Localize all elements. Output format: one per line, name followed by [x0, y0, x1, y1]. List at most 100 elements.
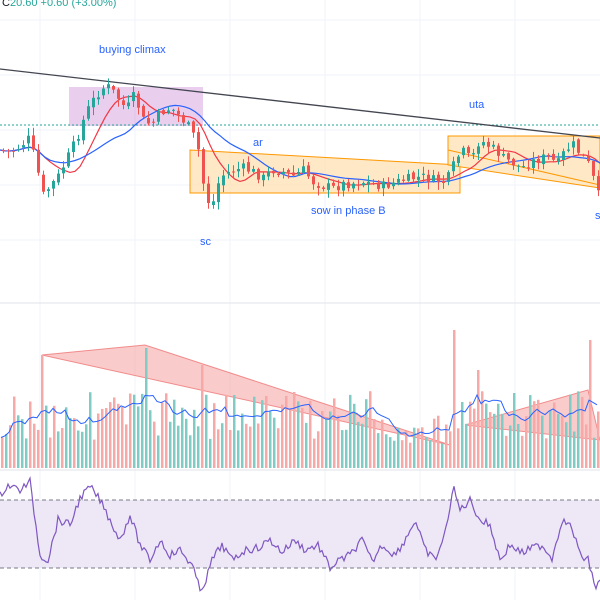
volume-bar: [165, 393, 168, 468]
volume-bar: [221, 423, 224, 468]
candle-body: [197, 132, 200, 150]
candle-body: [12, 150, 15, 152]
candle-body: [332, 182, 335, 186]
volume-bar: [437, 415, 440, 468]
candle-body: [102, 88, 105, 96]
volume-bar: [301, 407, 304, 468]
change-value: +0.60: [40, 0, 69, 9]
candle-body: [172, 109, 175, 111]
rsi-line: [0, 475, 600, 592]
volume-bar: [573, 431, 576, 468]
candle-body: [407, 174, 410, 181]
candle-body: [122, 100, 125, 105]
candle-body: [487, 141, 490, 147]
volume-bar: [585, 424, 588, 468]
candle-body: [212, 201, 215, 205]
volume-bar: [341, 430, 344, 468]
volume-wedge: [41, 344, 451, 446]
volume-bar: [581, 396, 584, 468]
candle-body: [272, 170, 275, 174]
volume-bar: [401, 440, 404, 468]
candle-body: [507, 153, 510, 160]
candle-body: [362, 183, 365, 186]
candle-body: [132, 92, 135, 102]
candle-body: [27, 135, 30, 144]
volume-bar: [509, 425, 512, 468]
candle-body: [267, 172, 270, 177]
volume-bar: [197, 426, 200, 468]
volume-bar: [317, 431, 320, 468]
rsi-band: [0, 500, 600, 568]
candle-body: [242, 163, 245, 169]
volume-bar: [105, 408, 108, 468]
candle-body: [502, 154, 505, 156]
candle-body: [277, 173, 280, 175]
volume-bar: [517, 424, 520, 468]
volume-bar: [461, 402, 464, 468]
volume-bar: [97, 413, 100, 468]
candle-body: [187, 122, 190, 125]
volume-bar: [205, 394, 208, 468]
candle-body: [317, 186, 320, 188]
volume-bar: [5, 434, 8, 468]
annotation-sow: sow in phase B: [311, 205, 386, 217]
volume-bar: [497, 403, 500, 468]
candle-body: [152, 121, 155, 123]
volume-bar: [365, 399, 368, 468]
candle-body: [532, 159, 535, 168]
volume-bar: [45, 405, 48, 468]
candle-body: [497, 145, 500, 156]
volume-bar: [397, 427, 400, 468]
volume-bar: [81, 431, 84, 468]
volume-bar: [137, 406, 140, 468]
candle-body: [302, 166, 305, 173]
candle-body: [462, 147, 465, 156]
volume-bar: [253, 396, 256, 468]
candle-body: [127, 102, 130, 107]
volume-bar: [109, 402, 112, 468]
candle-body: [237, 169, 240, 172]
volume-bar: [369, 391, 372, 468]
volume-bar: [413, 427, 416, 468]
volume-bar: [257, 423, 260, 468]
candle-body: [142, 105, 145, 117]
volume-bar: [209, 438, 212, 468]
candle-body: [312, 176, 315, 185]
volume-bar: [481, 391, 484, 468]
candle-body: [162, 110, 165, 115]
volume-bar: [381, 419, 384, 468]
volume-bar: [433, 418, 436, 468]
change-percent: (+3.00%): [71, 0, 117, 9]
candle-body: [572, 141, 575, 148]
candle-body: [167, 110, 170, 113]
candle-body: [232, 171, 235, 173]
candle-body: [137, 93, 140, 108]
volume-bar: [241, 413, 244, 468]
volume-bar: [557, 413, 560, 468]
volume-bar: [213, 403, 216, 468]
volume-bar: [49, 437, 52, 468]
candle-body: [562, 151, 565, 160]
volume-bar: [529, 395, 532, 468]
candle-body: [387, 182, 390, 188]
candle-body: [112, 86, 115, 90]
volume-bar: [537, 399, 540, 468]
candle-body: [52, 181, 55, 189]
volume-bar: [477, 370, 480, 468]
candles: [2, 78, 600, 210]
candle-body: [282, 171, 285, 174]
volume-bar: [293, 392, 296, 468]
candle-body: [37, 149, 40, 173]
candle-body: [62, 167, 65, 174]
volume-bar: [277, 428, 280, 468]
volume-bar: [389, 437, 392, 468]
candle-body: [97, 97, 100, 100]
volume-bar: [93, 439, 96, 468]
volume-bar: [297, 401, 300, 468]
candle-body: [87, 106, 90, 119]
candle-body: [402, 179, 405, 181]
candle-body: [287, 170, 290, 173]
volume-bar: [57, 431, 60, 468]
